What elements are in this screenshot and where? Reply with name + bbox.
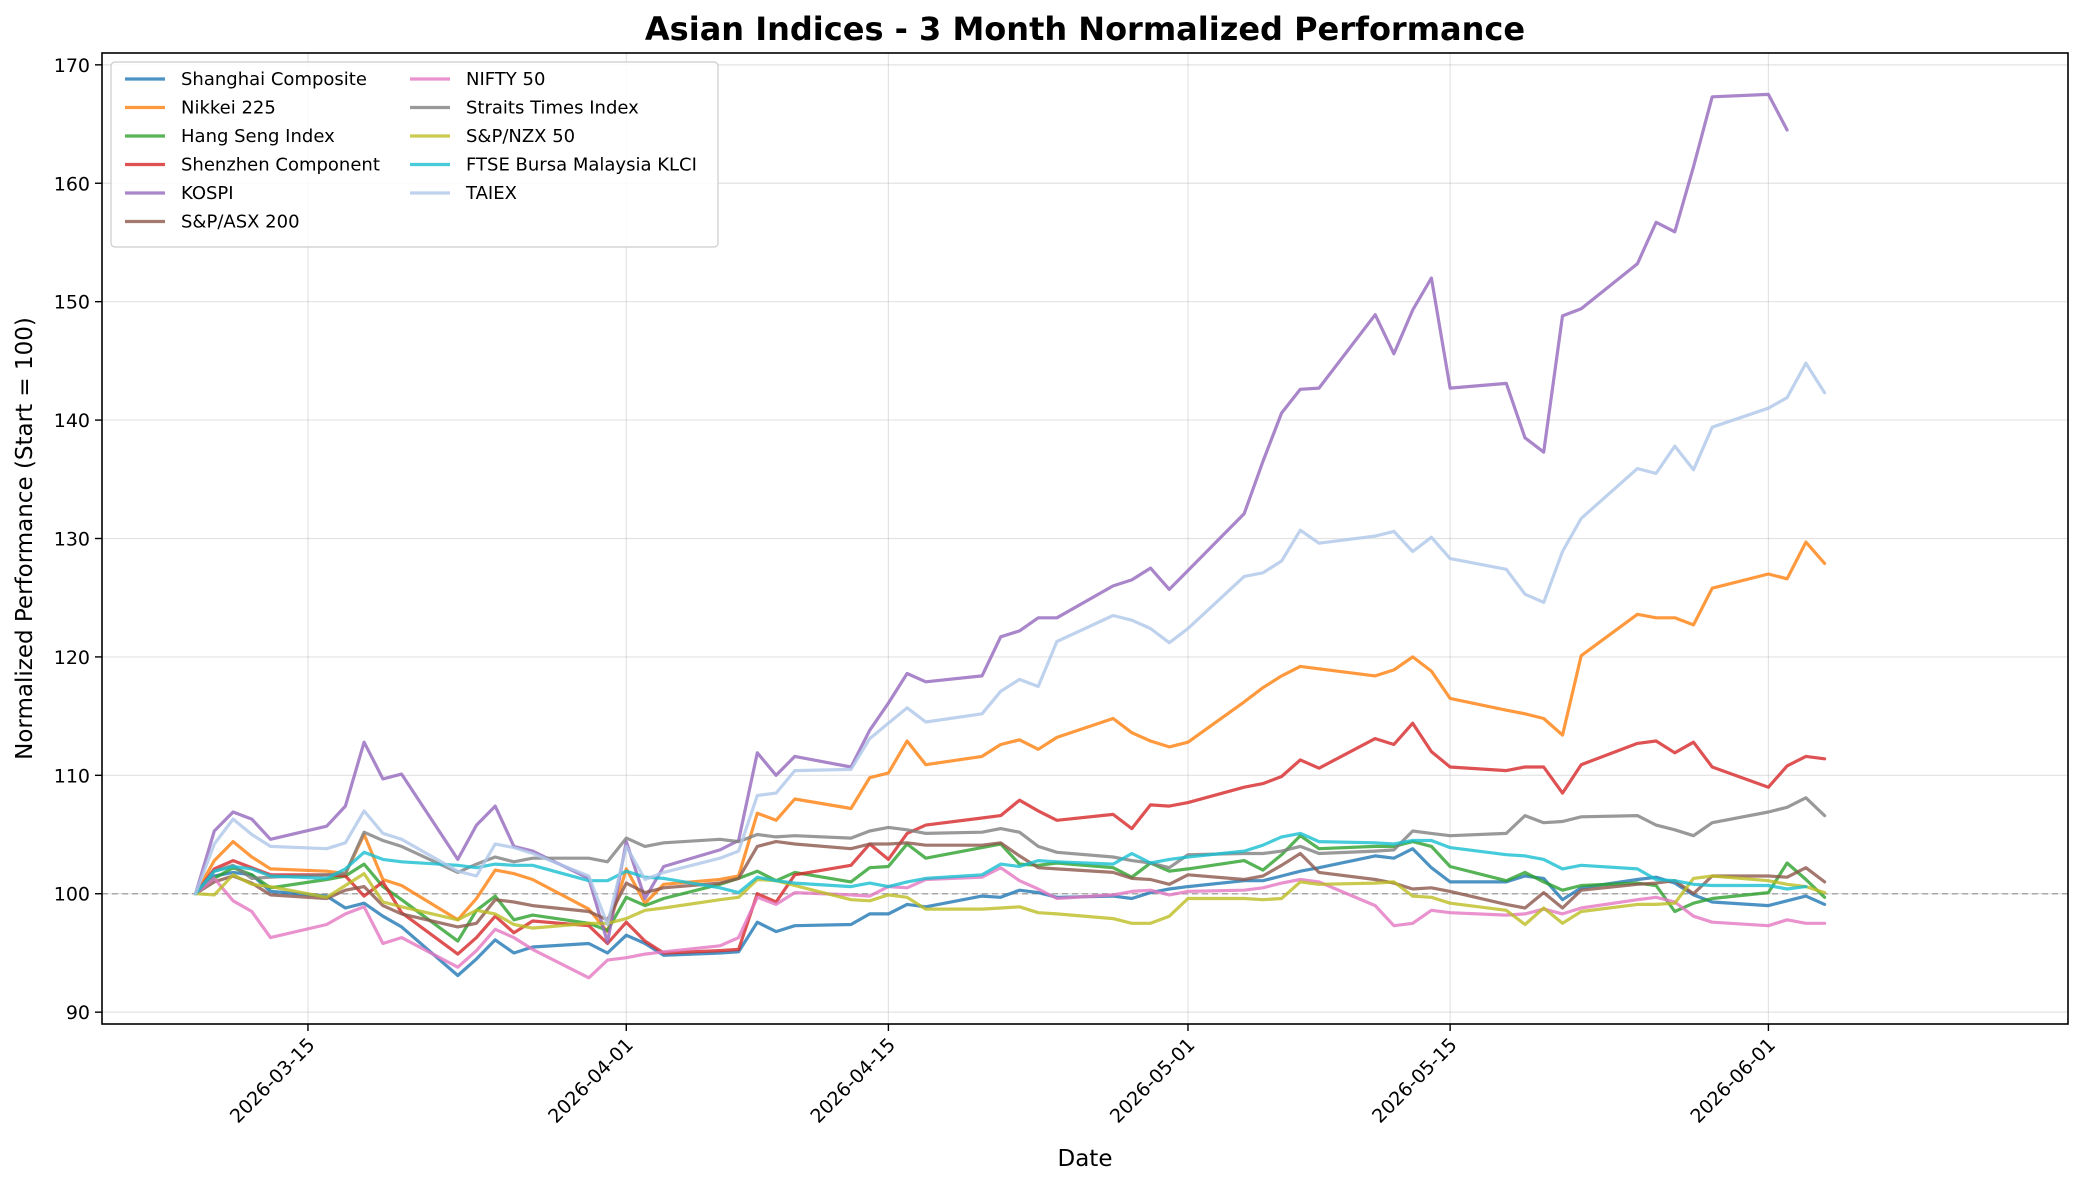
y-tick-label: 140: [54, 410, 90, 432]
series-line-3: [194, 721, 1827, 956]
series-line-4: [194, 92, 1789, 944]
series-line-8: [194, 871, 1827, 930]
legend-label-10: TAIEX: [465, 183, 517, 204]
y-tick-label: 110: [54, 765, 90, 787]
series-line-10: [194, 361, 1827, 927]
legend-label-7: Straits Times Index: [466, 98, 639, 119]
legend-box: [110, 61, 719, 248]
chart-title: Asian Indices - 3 Month Normalized Perfo…: [645, 10, 1525, 48]
y-axis-label: Normalized Performance (Start = 100): [12, 317, 38, 760]
legend-label-3: Shenzhen Component: [181, 155, 380, 176]
series-line-6: [194, 866, 1827, 980]
y-tick-label: 100: [54, 884, 90, 906]
series-layer: [194, 92, 1827, 980]
y-tick-label: 90: [66, 1002, 90, 1024]
legend-label-0: Shanghai Composite: [181, 69, 367, 90]
series-line-9: [194, 831, 1808, 896]
legend-label-6: NIFTY 50: [466, 69, 545, 90]
legend-label-9: FTSE Bursa Malaysia KLCI: [466, 155, 697, 176]
y-tick-label: 170: [54, 55, 90, 77]
legend-label-5: S&P/ASX 200: [181, 212, 300, 233]
legend-label-1: Nikkei 225: [181, 98, 276, 119]
series-line-0: [194, 847, 1827, 978]
y-tick-label: 160: [54, 173, 90, 195]
y-tick-label: 130: [54, 529, 90, 551]
series-line-1: [194, 540, 1827, 934]
y-tick-label: 150: [54, 292, 90, 314]
legend: Shanghai Composite Nikkei 225 Hang Seng In…: [110, 61, 719, 248]
legend-label-8: S&P/NZX 50: [466, 126, 575, 147]
series-line-7: [194, 796, 1827, 896]
x-axis-label: Date: [1058, 1146, 1113, 1172]
y-tick-label: 120: [54, 647, 90, 669]
legend-label-4: KOSPI: [181, 183, 234, 204]
legend-label-2: Hang Seng Index: [181, 126, 335, 147]
series-line-5: [194, 839, 1827, 929]
